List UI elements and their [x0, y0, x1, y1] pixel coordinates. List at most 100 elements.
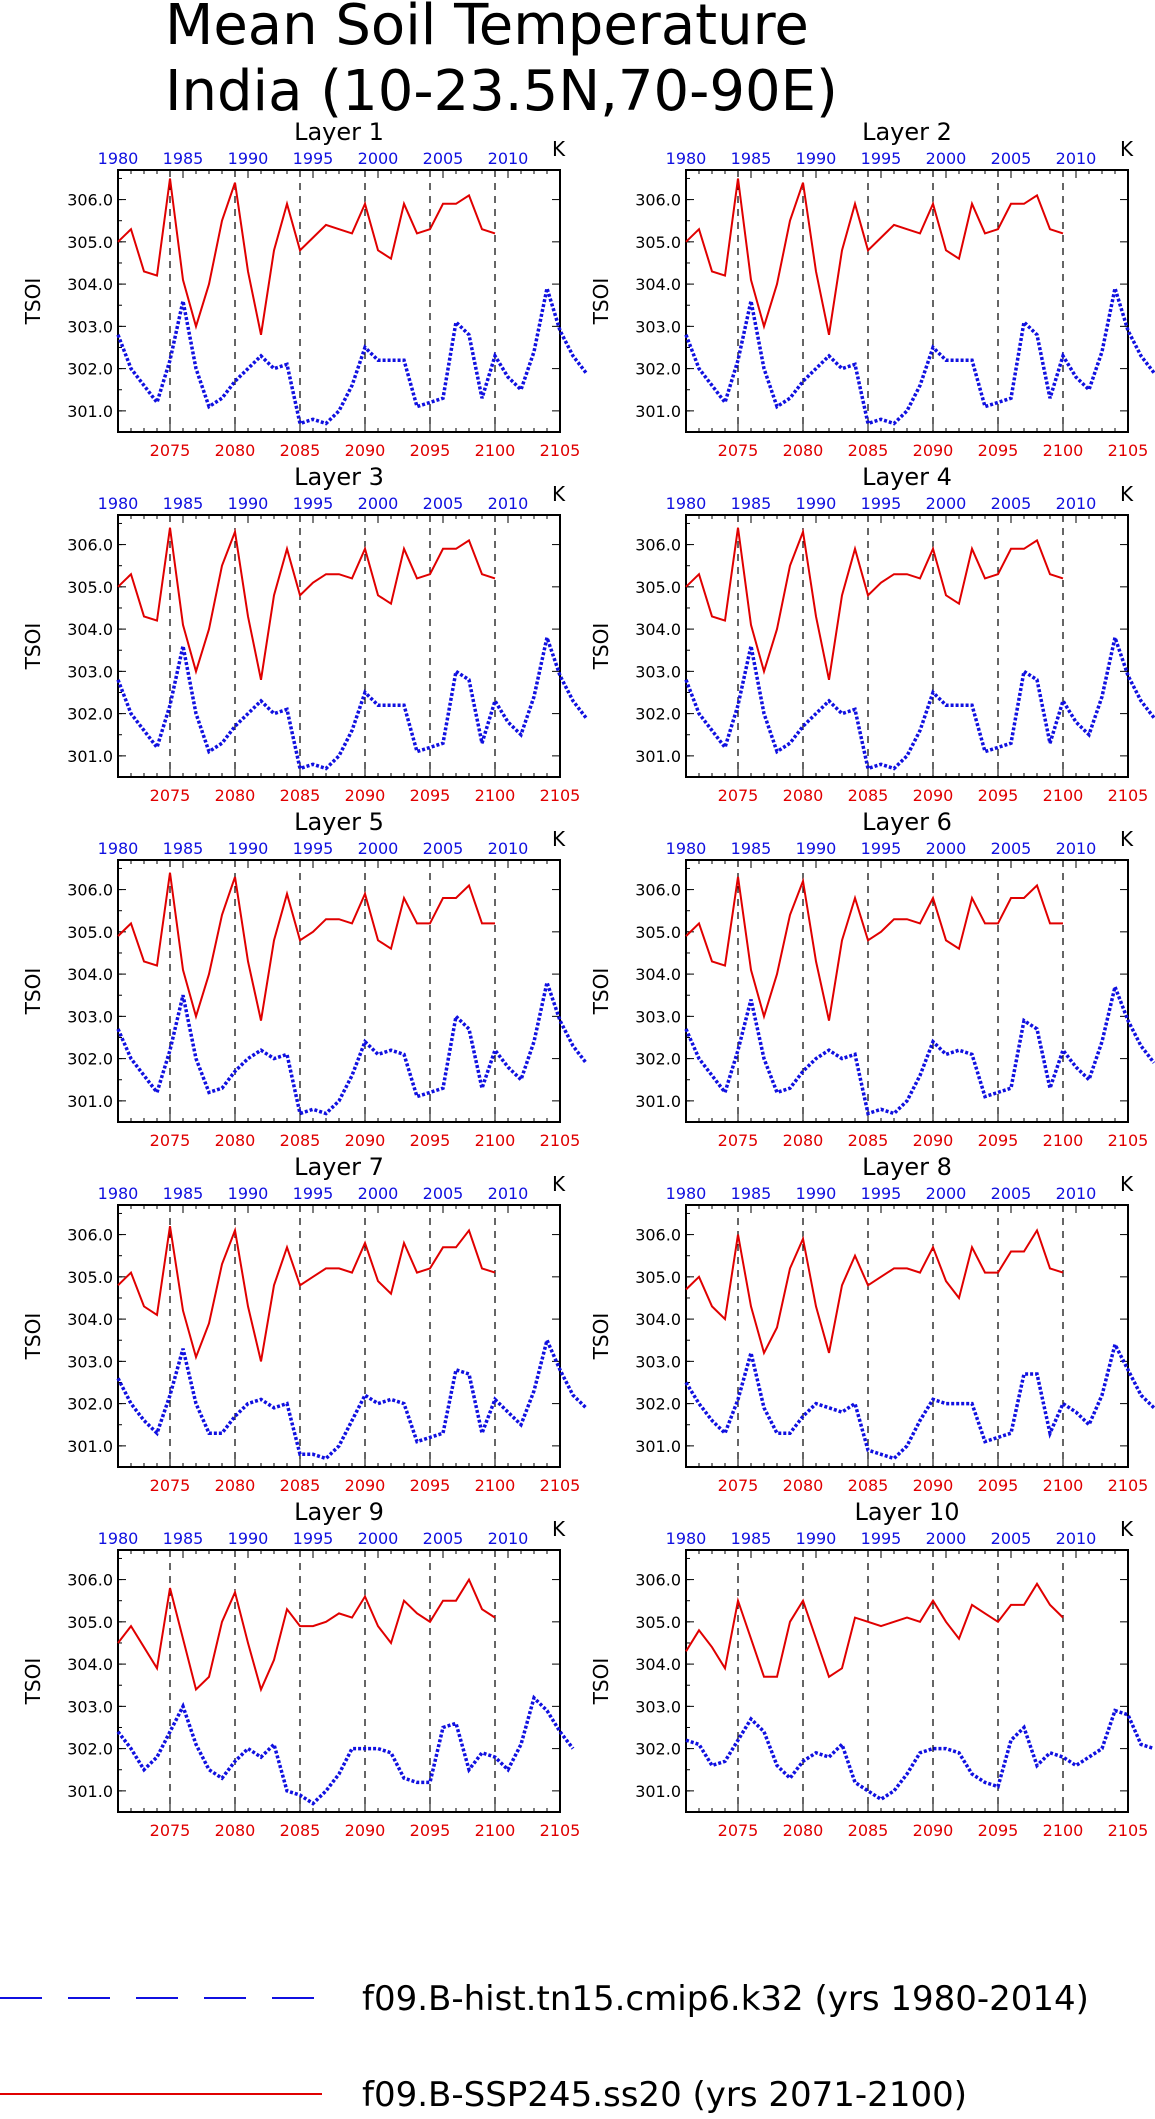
x-tick-label-top: 2005 [423, 1529, 464, 1548]
x-tick-label-top: 1980 [98, 839, 139, 858]
x-tick-label-bottom: 2095 [978, 1131, 1019, 1150]
y-tick-label: 303.0 [635, 1352, 681, 1371]
y-tick-label: 301.0 [67, 1437, 113, 1456]
x-tick-label-bottom: 2080 [215, 1131, 256, 1150]
x-tick-label-bottom: 2090 [913, 1821, 954, 1840]
panel-title: Layer 4 [862, 463, 952, 491]
x-tick-label-bottom: 2090 [913, 1131, 954, 1150]
y-tick-label: 305.0 [635, 233, 681, 252]
panel-2: Layer 2 2075 2080 2085 2090 2095 2100 2105 1980 1… [589, 118, 1155, 460]
y-axis-label: TSOI [21, 623, 45, 671]
x-tick-label-top: 1985 [163, 1184, 204, 1203]
plot-frame [117, 1204, 561, 1468]
x-tick-label-top: 2000 [926, 494, 967, 513]
x-tick-label-bottom: 2105 [1108, 786, 1149, 805]
plot-frame [685, 1204, 1129, 1468]
unit-label: K [552, 1172, 566, 1196]
y-axis-label: TSOI [21, 1658, 45, 1706]
x-tick-label-top: 1980 [98, 494, 139, 513]
y-tick-label: 302.0 [635, 360, 681, 379]
panel-5: Layer 5 2075 2080 2085 2090 2095 2100 2105 1980 1… [21, 808, 588, 1150]
y-axis-label: TSOI [589, 968, 613, 1016]
y-tick-label: 306.0 [635, 1226, 681, 1245]
x-tick-label-top: 2010 [1056, 494, 1097, 513]
x-tick-label-top: 2010 [1056, 1184, 1097, 1203]
y-tick-label: 301.0 [67, 1092, 113, 1111]
y-tick-label: 303.0 [67, 1697, 113, 1716]
x-tick-label-top: 2000 [358, 1184, 399, 1203]
x-tick-label-bottom: 2080 [783, 786, 824, 805]
x-tick-label-bottom: 2100 [1043, 441, 1084, 460]
x-tick-label-top: 1990 [796, 149, 837, 168]
x-tick-label-bottom: 2085 [280, 1131, 321, 1150]
x-tick-label-bottom: 2090 [345, 786, 386, 805]
y-tick-label: 306.0 [635, 881, 681, 900]
x-tick-label-top: 1980 [666, 1184, 707, 1203]
y-tick-label: 306.0 [635, 191, 681, 210]
panel-title: Layer 5 [294, 808, 384, 836]
x-tick-label-bottom: 2095 [978, 1476, 1019, 1495]
x-tick-label-bottom: 2085 [280, 1476, 321, 1495]
x-tick-label-top: 2000 [358, 839, 399, 858]
x-tick-label-bottom: 2090 [913, 786, 954, 805]
y-tick-label: 306.0 [67, 536, 113, 555]
y-tick-label: 306.0 [635, 536, 681, 555]
x-tick-label-top: 2010 [1056, 839, 1097, 858]
panel-3: Layer 3 2075 2080 2085 2090 2095 2100 2105 1980 1… [21, 463, 588, 805]
x-tick-label-bottom: 2105 [540, 1821, 581, 1840]
x-tick-label-top: 1995 [861, 1529, 902, 1548]
x-tick-label-bottom: 2105 [1108, 1476, 1149, 1495]
legend: f09.B-hist.tn15.cmip6.k32 (yrs 1980-2014… [0, 1979, 1089, 2115]
y-tick-label: 304.0 [635, 1310, 681, 1329]
plot-frame [117, 514, 561, 778]
y-tick-label: 301.0 [67, 402, 113, 421]
y-tick-label: 305.0 [67, 578, 113, 597]
y-tick-label: 304.0 [67, 620, 113, 639]
x-tick-label-top: 2010 [488, 149, 529, 168]
y-tick-label: 304.0 [635, 1655, 681, 1674]
y-tick-label: 305.0 [67, 233, 113, 252]
y-axis-label: TSOI [589, 1658, 613, 1706]
panel-title: Layer 1 [294, 118, 384, 146]
y-tick-label: 301.0 [67, 1782, 113, 1801]
x-tick-label-bottom: 2085 [848, 441, 889, 460]
x-tick-label-bottom: 2085 [848, 786, 889, 805]
x-tick-label-top: 2000 [926, 839, 967, 858]
x-tick-label-top: 1990 [228, 494, 269, 513]
panel-title: Layer 8 [862, 1153, 952, 1181]
x-tick-label-bottom: 2100 [475, 441, 516, 460]
x-tick-label-bottom: 2100 [475, 1131, 516, 1150]
x-tick-label-top: 1990 [228, 1184, 269, 1203]
x-tick-label-top: 1995 [293, 149, 334, 168]
y-tick-label: 306.0 [67, 191, 113, 210]
historical-series-line [684, 287, 1155, 426]
x-tick-label-top: 1995 [861, 1184, 902, 1203]
plot-frame [685, 859, 1129, 1123]
x-tick-label-bottom: 2100 [1043, 1476, 1084, 1495]
historical-series-line [116, 1694, 575, 1806]
panel-7: Layer 7 2075 2080 2085 2090 2095 2100 2105 1980 1… [21, 1153, 588, 1495]
x-tick-label-top: 1985 [163, 494, 204, 513]
x-tick-label-bottom: 2095 [410, 1476, 451, 1495]
x-tick-label-top: 2005 [991, 1184, 1032, 1203]
panel-grid: Layer 1 2075 2080 2085 2090 2095 2100 2105 1980 1… [21, 118, 1155, 1840]
y-axis-label: TSOI [589, 278, 613, 326]
x-tick-label-bottom: 2090 [345, 441, 386, 460]
y-tick-label: 301.0 [635, 1092, 681, 1111]
y-tick-label: 305.0 [67, 1613, 113, 1632]
ssp245-series-line [117, 872, 495, 1021]
unit-label: K [1120, 827, 1134, 851]
x-tick-label-bottom: 2095 [410, 786, 451, 805]
y-tick-label: 305.0 [635, 578, 681, 597]
historical-series-line [684, 1339, 1155, 1461]
unit-label: K [1120, 482, 1134, 506]
x-tick-label-bottom: 2095 [978, 441, 1019, 460]
x-tick-label-top: 1995 [293, 494, 334, 513]
y-tick-label: 301.0 [635, 747, 681, 766]
x-tick-label-bottom: 2100 [1043, 1821, 1084, 1840]
y-tick-label: 304.0 [67, 275, 113, 294]
historical-series-line [116, 631, 588, 771]
y-tick-label: 302.0 [635, 1050, 681, 1069]
x-tick-label-bottom: 2105 [1108, 1131, 1149, 1150]
